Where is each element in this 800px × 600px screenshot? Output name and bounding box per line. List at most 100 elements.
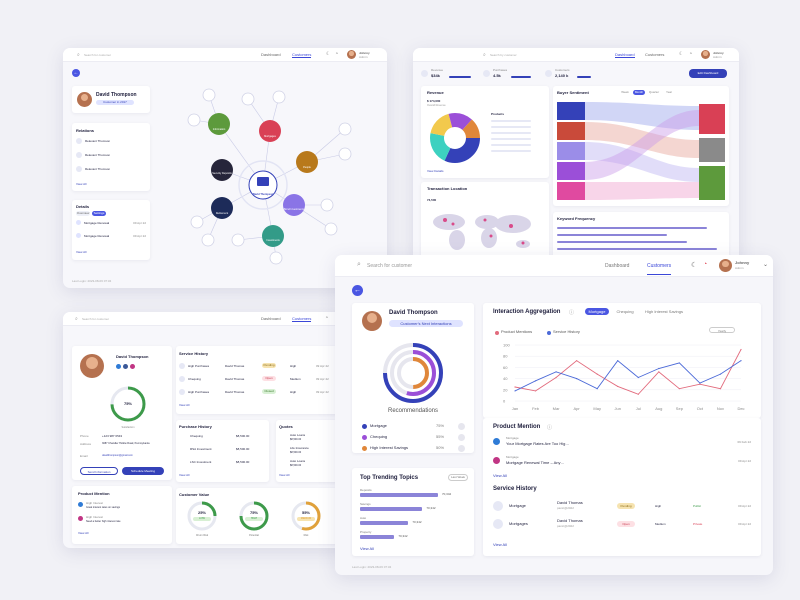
data-point[interactable] [678,362,680,364]
info-icon[interactable]: ⓘ [547,425,553,431]
trending-item[interactable]: Deposits 70,342 [360,488,468,500]
tab-dashboard[interactable]: Dashboard [261,52,281,57]
data-point[interactable] [637,376,639,379]
view-all-link[interactable]: View All [78,531,89,535]
data-point[interactable] [678,388,680,390]
view-all-link[interactable]: View All [279,473,290,477]
tab-dashboard[interactable]: Dashboard [615,52,635,58]
schedule-meeting-button[interactable]: Schedule Meeting [122,467,164,475]
recommendation-mortgage[interactable]: Mortgage 75% [362,423,466,431]
action-icon[interactable] [458,445,465,452]
filter-week[interactable]: Week [621,90,629,94]
tab-customers[interactable]: Customers [292,52,312,58]
bell-icon[interactable]: ◔ [335,51,339,57]
tab-customers[interactable]: Customers [645,52,665,57]
search-input[interactable]: Search for customer [84,53,112,57]
action-icon[interactable] [458,423,465,430]
action-icon[interactable] [458,434,465,441]
bell-icon[interactable]: ◔ [703,261,708,268]
data-point[interactable] [514,390,516,392]
facebook-icon[interactable] [123,364,128,369]
data-point[interactable] [719,373,722,375]
tab-settings[interactable]: Settings [92,211,106,216]
view-all-link[interactable]: View All [179,403,190,407]
recommendation-savings[interactable]: High Interest Savings 50% [362,445,466,453]
data-point[interactable] [534,390,537,392]
node-investments[interactable]: Investments [266,239,280,242]
tab-customers[interactable]: Customers [647,263,672,275]
data-point[interactable] [555,376,557,379]
table-row[interactable]: Chequing David Thomas Open Medium 09 Apr… [179,374,337,384]
data-point[interactable] [576,378,578,380]
instagram-icon[interactable] [130,364,135,369]
data-point[interactable] [658,371,660,373]
recommendation-chequing[interactable]: Chequing 55% [362,434,466,442]
data-point[interactable] [740,348,742,351]
back-button[interactable]: ← [72,69,80,77]
node-bond-investments[interactable]: Bond Investments [284,208,305,211]
data-point[interactable] [617,385,619,388]
twitter-icon[interactable] [116,364,121,369]
node-people[interactable]: People [303,166,311,169]
view-all-link[interactable]: View All [493,542,507,547]
moon-icon[interactable]: ☾ [326,51,331,57]
data-point[interactable] [699,383,701,385]
avatar[interactable] [701,50,710,59]
mention-text[interactable]: Great interest rates on savings [86,506,121,509]
info-icon[interactable]: ⓘ [569,310,575,316]
email-value[interactable]: davidthompson@gmail.com [102,454,133,457]
data-point[interactable] [596,373,598,375]
data-point[interactable] [719,388,722,390]
data-point[interactable] [534,380,537,382]
search-input[interactable]: Search for customer [367,263,413,269]
tab-dashboard[interactable]: Dashboard [261,316,281,321]
list-item[interactable]: Mortgage Your Mortgage Rates Are Too Hig… [493,436,751,450]
filter-year[interactable]: Year [665,90,673,94]
list-item[interactable]: Mortgage Mortgage Renewal Time – Any… 09… [493,455,751,469]
view-all-link[interactable]: View All [76,250,87,254]
tab-chequing[interactable]: Chequing [616,309,634,314]
edit-dashboard-button[interactable]: Edit Dashboard [689,69,727,78]
chevron-down-icon[interactable]: ⌄ [763,262,769,268]
data-point[interactable] [514,386,516,388]
search-input[interactable]: Search for customer [82,317,110,321]
tab-overview[interactable]: Overview [76,211,90,216]
data-point[interactable] [576,360,578,362]
send-information-button[interactable]: Send Information [80,467,118,475]
table-row[interactable]: High Purchases David Thomas Closed High … [179,387,337,397]
view-all-link[interactable]: View All [360,546,374,551]
table-row[interactable]: Mortgages David Thomas panic@2022 Open M… [493,518,751,532]
tab-high-interest-savings[interactable]: High Interest Savings [644,309,684,314]
bell-icon[interactable]: ◔ [325,315,329,321]
trending-item[interactable]: Savings 70,342 [360,502,468,514]
node-retirement[interactable]: Retirement [215,212,229,215]
data-point[interactable] [658,367,660,370]
tab-mortgage[interactable]: Mortgage [585,308,609,315]
moon-icon[interactable]: ☾ [679,51,684,57]
table-row[interactable]: Mortgage David Thomas panic@2022 Pending… [493,500,751,514]
filter-month[interactable]: Month [633,90,645,95]
next-interactions-badge[interactable]: Customer's Next Interactions [389,320,463,327]
filter-quarter[interactable]: Quarter [648,90,660,94]
table-row[interactable]: High Purchases David Thomas Pending High… [179,361,337,371]
node-information[interactable]: Information [212,128,226,131]
back-button[interactable]: ← [352,285,363,296]
trending-item[interactable]: Auto 70,342 [360,516,468,528]
trending-item[interactable]: Property 70,342 [360,530,468,542]
avatar[interactable] [347,50,356,59]
period-select[interactable]: Yearly [709,327,735,333]
tab-customers[interactable]: Customers [292,316,312,322]
moon-icon[interactable]: ☾ [691,262,698,269]
node-security-deposits[interactable]: Security Deposits [212,172,232,175]
search-input[interactable]: Search by customer [490,53,517,57]
data-point[interactable] [740,360,742,362]
avatar[interactable] [719,259,732,272]
view-details-link[interactable]: View Details [427,169,444,173]
data-point[interactable] [617,360,619,362]
trending-filter[interactable]: Last Week [448,474,468,481]
view-all-link[interactable]: View All [76,182,87,186]
tab-dashboard[interactable]: Dashboard [605,263,630,269]
mention-text[interactable]: Need a better high interest rate [86,520,121,523]
node-mortgages[interactable]: Mortgages [264,135,276,138]
data-point[interactable] [555,371,557,373]
